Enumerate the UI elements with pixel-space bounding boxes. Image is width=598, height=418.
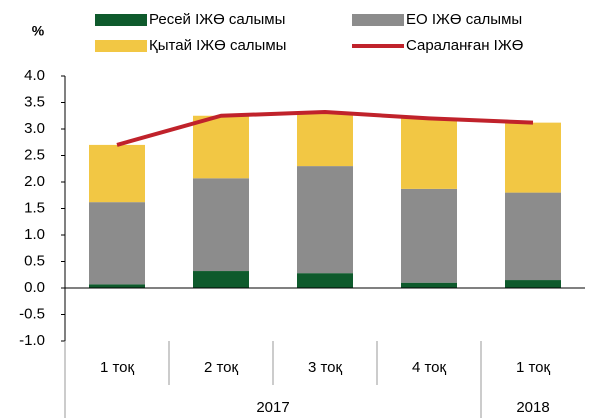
y-tick-label: 2.0 (24, 173, 45, 190)
bar-segment (505, 122, 561, 193)
bar-segment (505, 192, 561, 281)
legend-label: Ресей ІЖӨ салымы (149, 11, 285, 28)
bar-segment (193, 115, 249, 179)
legend-swatch (95, 14, 147, 26)
y-tick-label: 1.0 (24, 226, 45, 243)
bar-segment (297, 113, 353, 167)
bar-segment (401, 118, 457, 189)
y-tick-label: -1.0 (19, 332, 45, 349)
y-tick-label: 3.5 (24, 93, 45, 110)
bar-segment (297, 166, 353, 274)
legend-swatch (352, 14, 404, 26)
x-tick-label: 4 тоқ (412, 359, 447, 376)
x-tick-label: 1 тоқ (100, 359, 135, 376)
group-label: 2018 (516, 399, 549, 416)
y-tick-label: 2.5 (24, 146, 45, 163)
y-tick-label: 0.5 (24, 252, 45, 269)
bar-segment (89, 144, 145, 203)
x-tick-label: 2 тоқ (204, 359, 239, 376)
bar-segment (193, 271, 249, 288)
y-axis-label: % (32, 23, 45, 39)
x-tick-label: 1 тоқ (516, 359, 551, 376)
bar-segment (89, 284, 145, 288)
legend-label: Сараланған ІЖӨ (406, 37, 523, 54)
bar-segment (401, 188, 457, 283)
legend-label: ЕО ІЖӨ салымы (406, 11, 522, 28)
bar-segment (505, 280, 561, 288)
legend-label: Қытай ІЖӨ салымы (149, 37, 286, 54)
y-tick-label: -0.5 (19, 305, 45, 322)
x-tick-label: 3 тоқ (308, 359, 343, 376)
y-tick-label: 4.0 (24, 67, 45, 84)
legend-swatch (95, 40, 147, 52)
y-tick-label: 1.5 (24, 199, 45, 216)
y-tick-label: 3.0 (24, 120, 45, 137)
bar-segment (89, 202, 145, 285)
y-tick-label: 0.0 (24, 279, 45, 296)
group-label: 2017 (256, 399, 289, 416)
bar-segment (297, 273, 353, 288)
line-series (116, 110, 534, 147)
bar-segment (193, 178, 249, 272)
bar-segment (401, 282, 457, 288)
